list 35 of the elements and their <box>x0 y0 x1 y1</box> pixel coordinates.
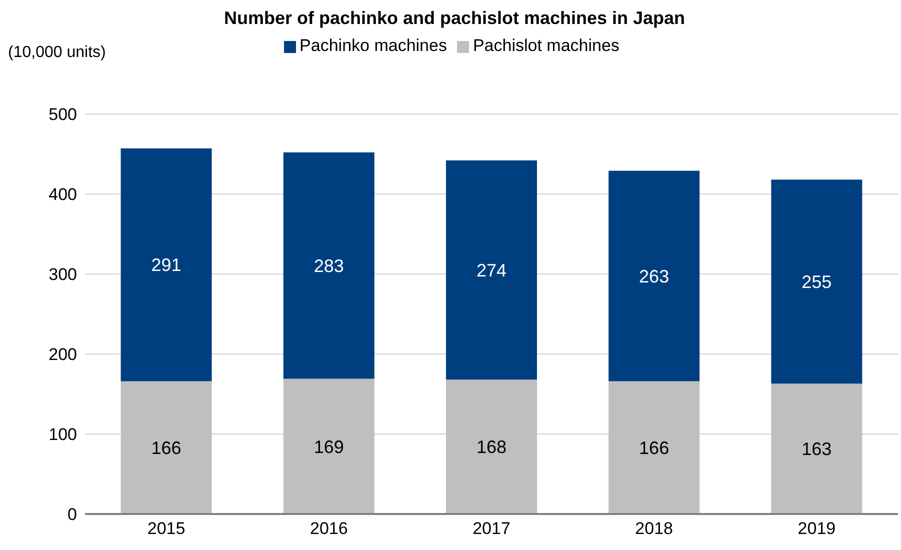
data-label: 166 <box>151 438 182 458</box>
y-tick-label: 400 <box>48 185 77 204</box>
x-tick-label: 2019 <box>798 519 836 538</box>
data-label: 169 <box>314 436 344 457</box>
bar <box>120 148 212 382</box>
x-tick-label: 2016 <box>310 519 348 538</box>
data-label: 168 <box>476 437 506 458</box>
legend-label: Pachinko machines <box>300 36 447 55</box>
bar <box>771 384 862 514</box>
y-tick-label: 300 <box>48 265 77 284</box>
chart-title: Number of pachinko and pachislot machines in Japan <box>222 8 686 29</box>
bar <box>771 180 862 384</box>
bar <box>608 170 700 382</box>
data-label: 163 <box>802 439 832 460</box>
y-axis-title: (10,000 units) <box>8 44 106 62</box>
bar <box>608 381 700 514</box>
bar <box>446 380 537 514</box>
x-tick-label: 2015 <box>147 519 186 538</box>
y-tick-label: 200 <box>48 345 77 364</box>
x-tick-label: 2017 <box>472 519 510 538</box>
data-label: 255 <box>802 272 832 292</box>
data-label: 291 <box>151 255 182 276</box>
data-label: 274 <box>476 260 506 280</box>
bar <box>283 378 374 514</box>
data-label: 166 <box>639 438 670 458</box>
bar <box>446 160 537 380</box>
y-tick-label: 100 <box>48 425 77 444</box>
bar <box>283 152 374 379</box>
legend-label: Pachislot machines <box>472 36 620 55</box>
data-label: 263 <box>639 266 670 286</box>
x-tick-label: 2018 <box>635 519 674 538</box>
data-label: 283 <box>314 256 344 276</box>
y-tick-label: 500 <box>48 105 77 124</box>
y-tick-label: 0 <box>68 505 77 524</box>
bar <box>120 381 212 514</box>
